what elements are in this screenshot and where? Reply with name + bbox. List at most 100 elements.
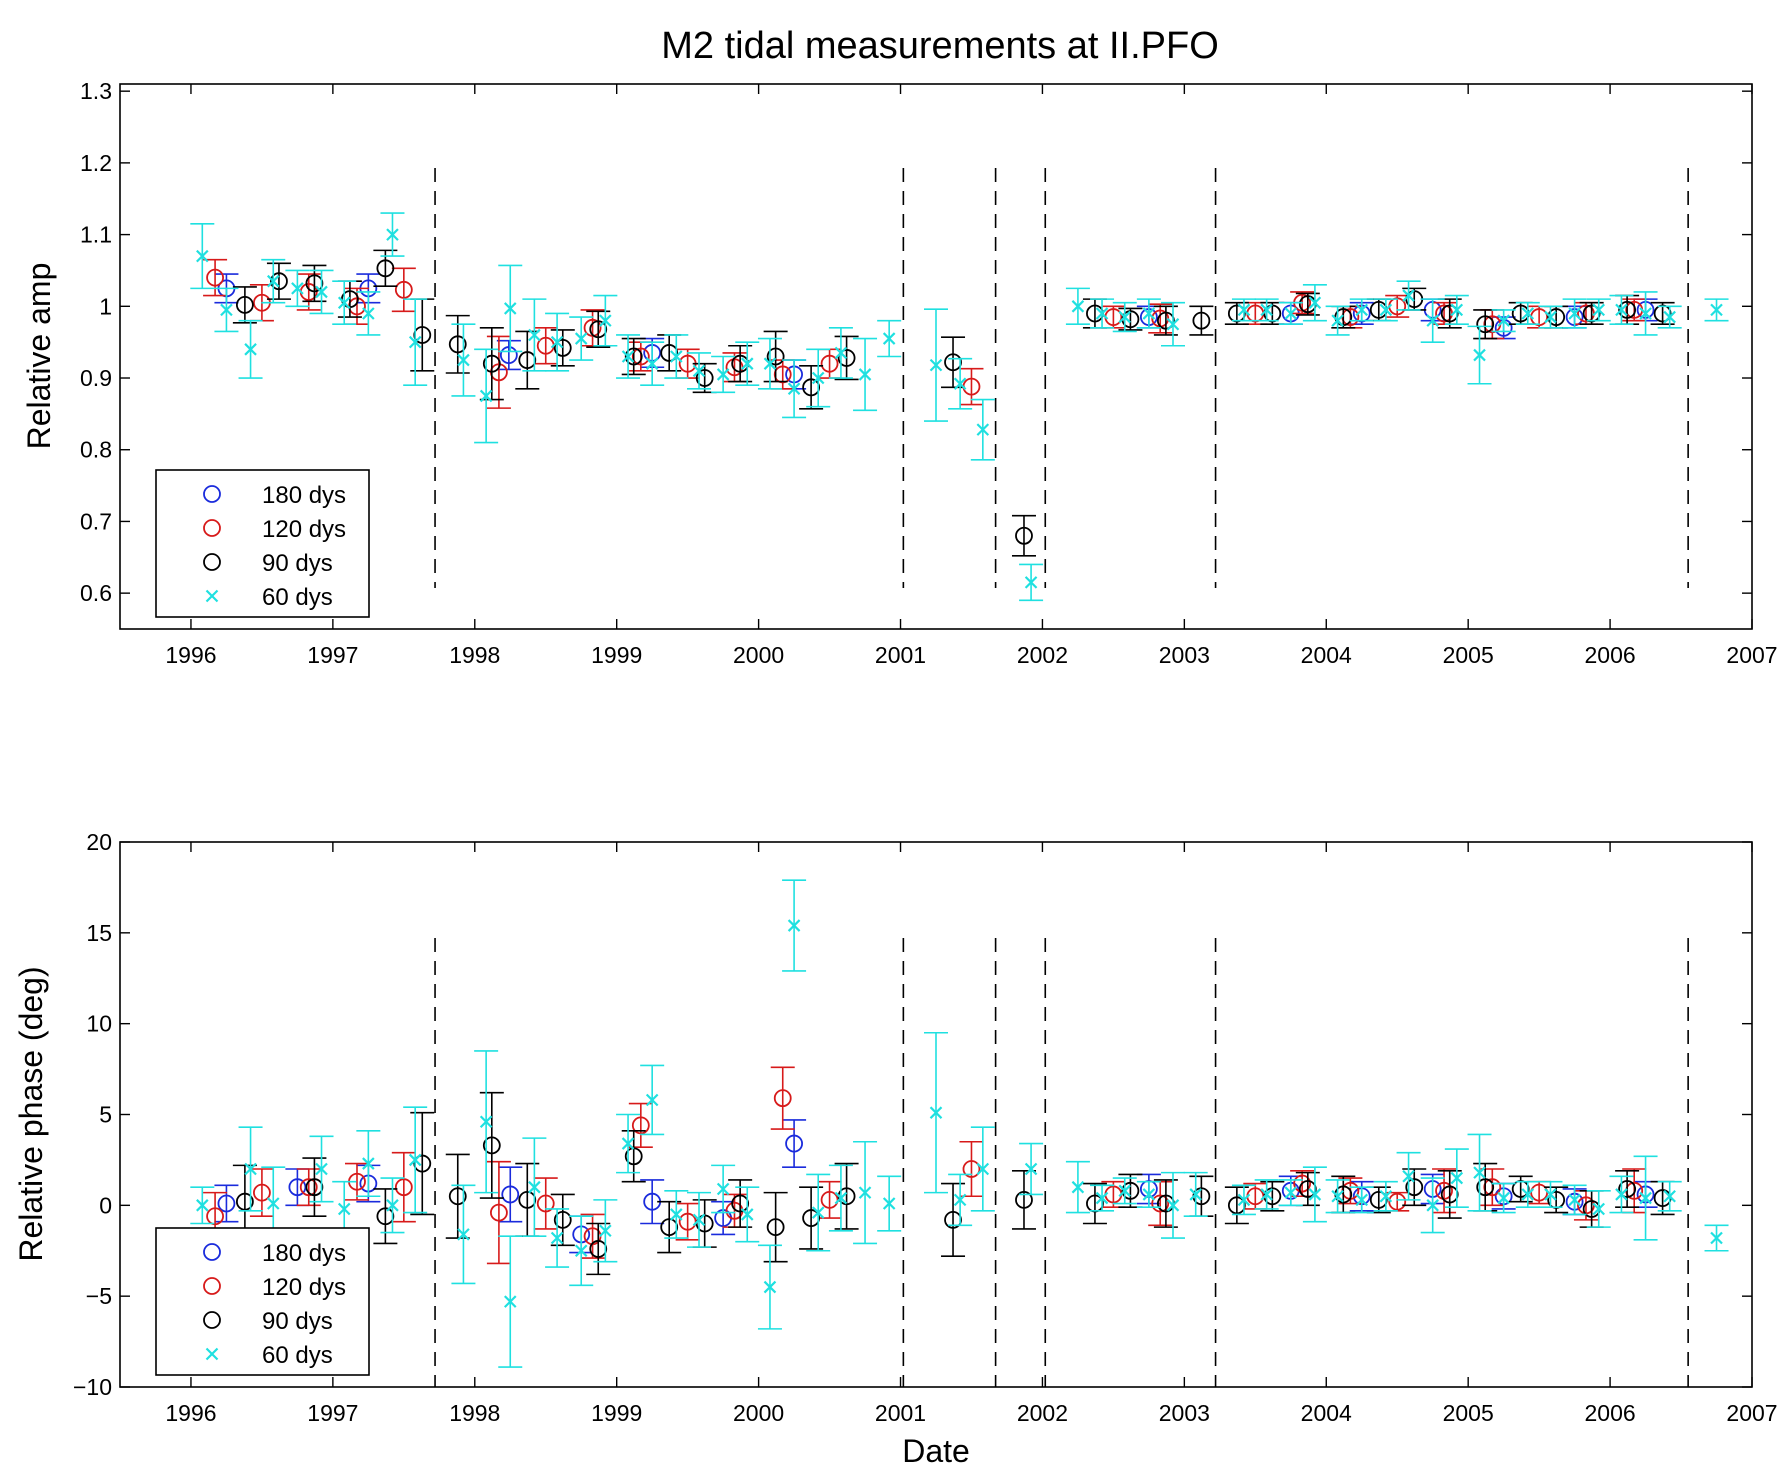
x-marker (244, 343, 257, 356)
circle-marker (482, 354, 501, 373)
circle-marker (1369, 1190, 1388, 1209)
circle-marker (490, 1203, 508, 1222)
x-marker (1284, 1186, 1298, 1199)
x-marker (929, 358, 943, 372)
x-marker (291, 282, 304, 295)
x-marker (599, 314, 612, 327)
phase-xtick-label: 2005 (1443, 1400, 1494, 1426)
amplitude-point-60-dys (1704, 298, 1729, 322)
phase-data-points (190, 879, 1729, 1368)
amplitude-xtick-label: 1997 (307, 642, 358, 668)
phase-ytick-label: 10 (86, 1011, 112, 1037)
legend-marker-circle (203, 519, 221, 537)
x-marker (1142, 307, 1156, 320)
amplitude-point-90-dys (479, 327, 504, 401)
circle-marker (1483, 1178, 1502, 1197)
x-marker (503, 1295, 517, 1308)
x-marker (362, 1157, 375, 1170)
phase-point-60-dys (309, 1135, 334, 1203)
phase-point-180-dys (498, 1166, 523, 1223)
amplitude-point-60-dys (1373, 298, 1398, 322)
phase-point-90-dys (1224, 1186, 1249, 1225)
x-marker (1118, 310, 1132, 324)
phase-point-60-dys (1420, 1177, 1445, 1234)
amplitude-point-90-dys (302, 264, 327, 303)
x-marker (882, 332, 896, 345)
x-marker (1521, 1188, 1535, 1201)
amplitude-xtick-label: 2003 (1159, 642, 1210, 668)
x-marker (1402, 1169, 1415, 1183)
x-marker (1544, 1188, 1557, 1201)
amplitude-point-60-dys (1444, 294, 1469, 326)
phase-point-60-dys (474, 1050, 499, 1194)
x-marker (1592, 1202, 1606, 1216)
circle-marker (413, 326, 432, 344)
phase-point-60-dys (616, 1113, 641, 1174)
phase-ytick-label: 15 (86, 920, 112, 946)
x-marker (503, 302, 517, 315)
x-marker (386, 228, 399, 241)
phase-point-60-dys (1609, 1175, 1634, 1214)
circle-marker (1151, 1194, 1170, 1213)
phase-point-60-dys (1515, 1180, 1540, 1208)
x-marker (550, 1231, 564, 1245)
amplitude-point-60-dys (877, 319, 902, 358)
legend-label: 120 dys (262, 1274, 346, 1301)
x-marker (1260, 1188, 1273, 1201)
x-marker (599, 1224, 612, 1238)
phase-xtick-label: 2003 (1159, 1400, 1210, 1426)
amplitude-point-60-dys (1515, 301, 1540, 326)
amplitude-point-90-dys (515, 330, 540, 390)
x-marker (834, 1191, 848, 1205)
x-marker (1473, 348, 1486, 362)
phase-point-60-dys (1657, 1180, 1682, 1212)
phase-point-90-dys (410, 1111, 435, 1216)
phase-point-90-dys (799, 1186, 824, 1250)
phase-point-60-dys (757, 1244, 782, 1330)
legend-label: 60 dys (262, 584, 333, 611)
x-marker (315, 1162, 328, 1176)
x-marker (266, 274, 280, 288)
x-marker (1355, 1193, 1369, 1207)
circle-marker (660, 344, 679, 362)
amplitude-point-60-dys (403, 298, 428, 386)
phase-point-120-dys (296, 1168, 321, 1207)
x-marker (196, 249, 209, 263)
x-marker (1379, 303, 1393, 317)
amplitude-point-120-dys (203, 258, 228, 297)
amplitude-point-60-dys (948, 357, 973, 410)
x-marker (1663, 1189, 1676, 1203)
amplitude-point-60-dys (1231, 298, 1256, 322)
phase-point-60-dys (569, 1215, 594, 1287)
amplitude-xtick-label: 2001 (875, 642, 926, 668)
x-marker (976, 423, 990, 436)
amplitude-xtick-label: 2007 (1726, 642, 1777, 668)
amplitude-point-60-dys (1136, 298, 1161, 329)
circle-marker (394, 280, 413, 299)
x-marker (645, 357, 659, 370)
phase-point-90-dys (373, 1188, 398, 1245)
x-marker (716, 368, 730, 381)
x-marker (976, 1162, 990, 1176)
x-marker (1142, 1188, 1156, 1201)
x-marker (1426, 314, 1439, 327)
circle-marker (499, 346, 518, 364)
circle-marker (589, 320, 608, 339)
phase-xtick-label: 1999 (591, 1400, 642, 1426)
phase-point-90-dys (1544, 1186, 1569, 1214)
circle-marker (206, 268, 224, 287)
amplitude-point-90-dys (941, 336, 966, 389)
amplitude-point-90-dys (445, 314, 470, 374)
amplitude-point-60-dys (1657, 305, 1682, 329)
amplitude-data-points (190, 212, 1729, 602)
circle-marker (1293, 1174, 1312, 1193)
phase-point-60-dys (1183, 1171, 1208, 1218)
phase-point-60-dys (782, 879, 807, 972)
x-marker (1331, 314, 1344, 327)
x-marker (337, 296, 351, 309)
circle-marker (1440, 1185, 1459, 1204)
phase-point-60-dys (1538, 1180, 1563, 1208)
x-marker (1331, 1189, 1344, 1203)
amplitude-point-60-dys (664, 334, 689, 379)
phase-point-60-dys (356, 1130, 381, 1198)
